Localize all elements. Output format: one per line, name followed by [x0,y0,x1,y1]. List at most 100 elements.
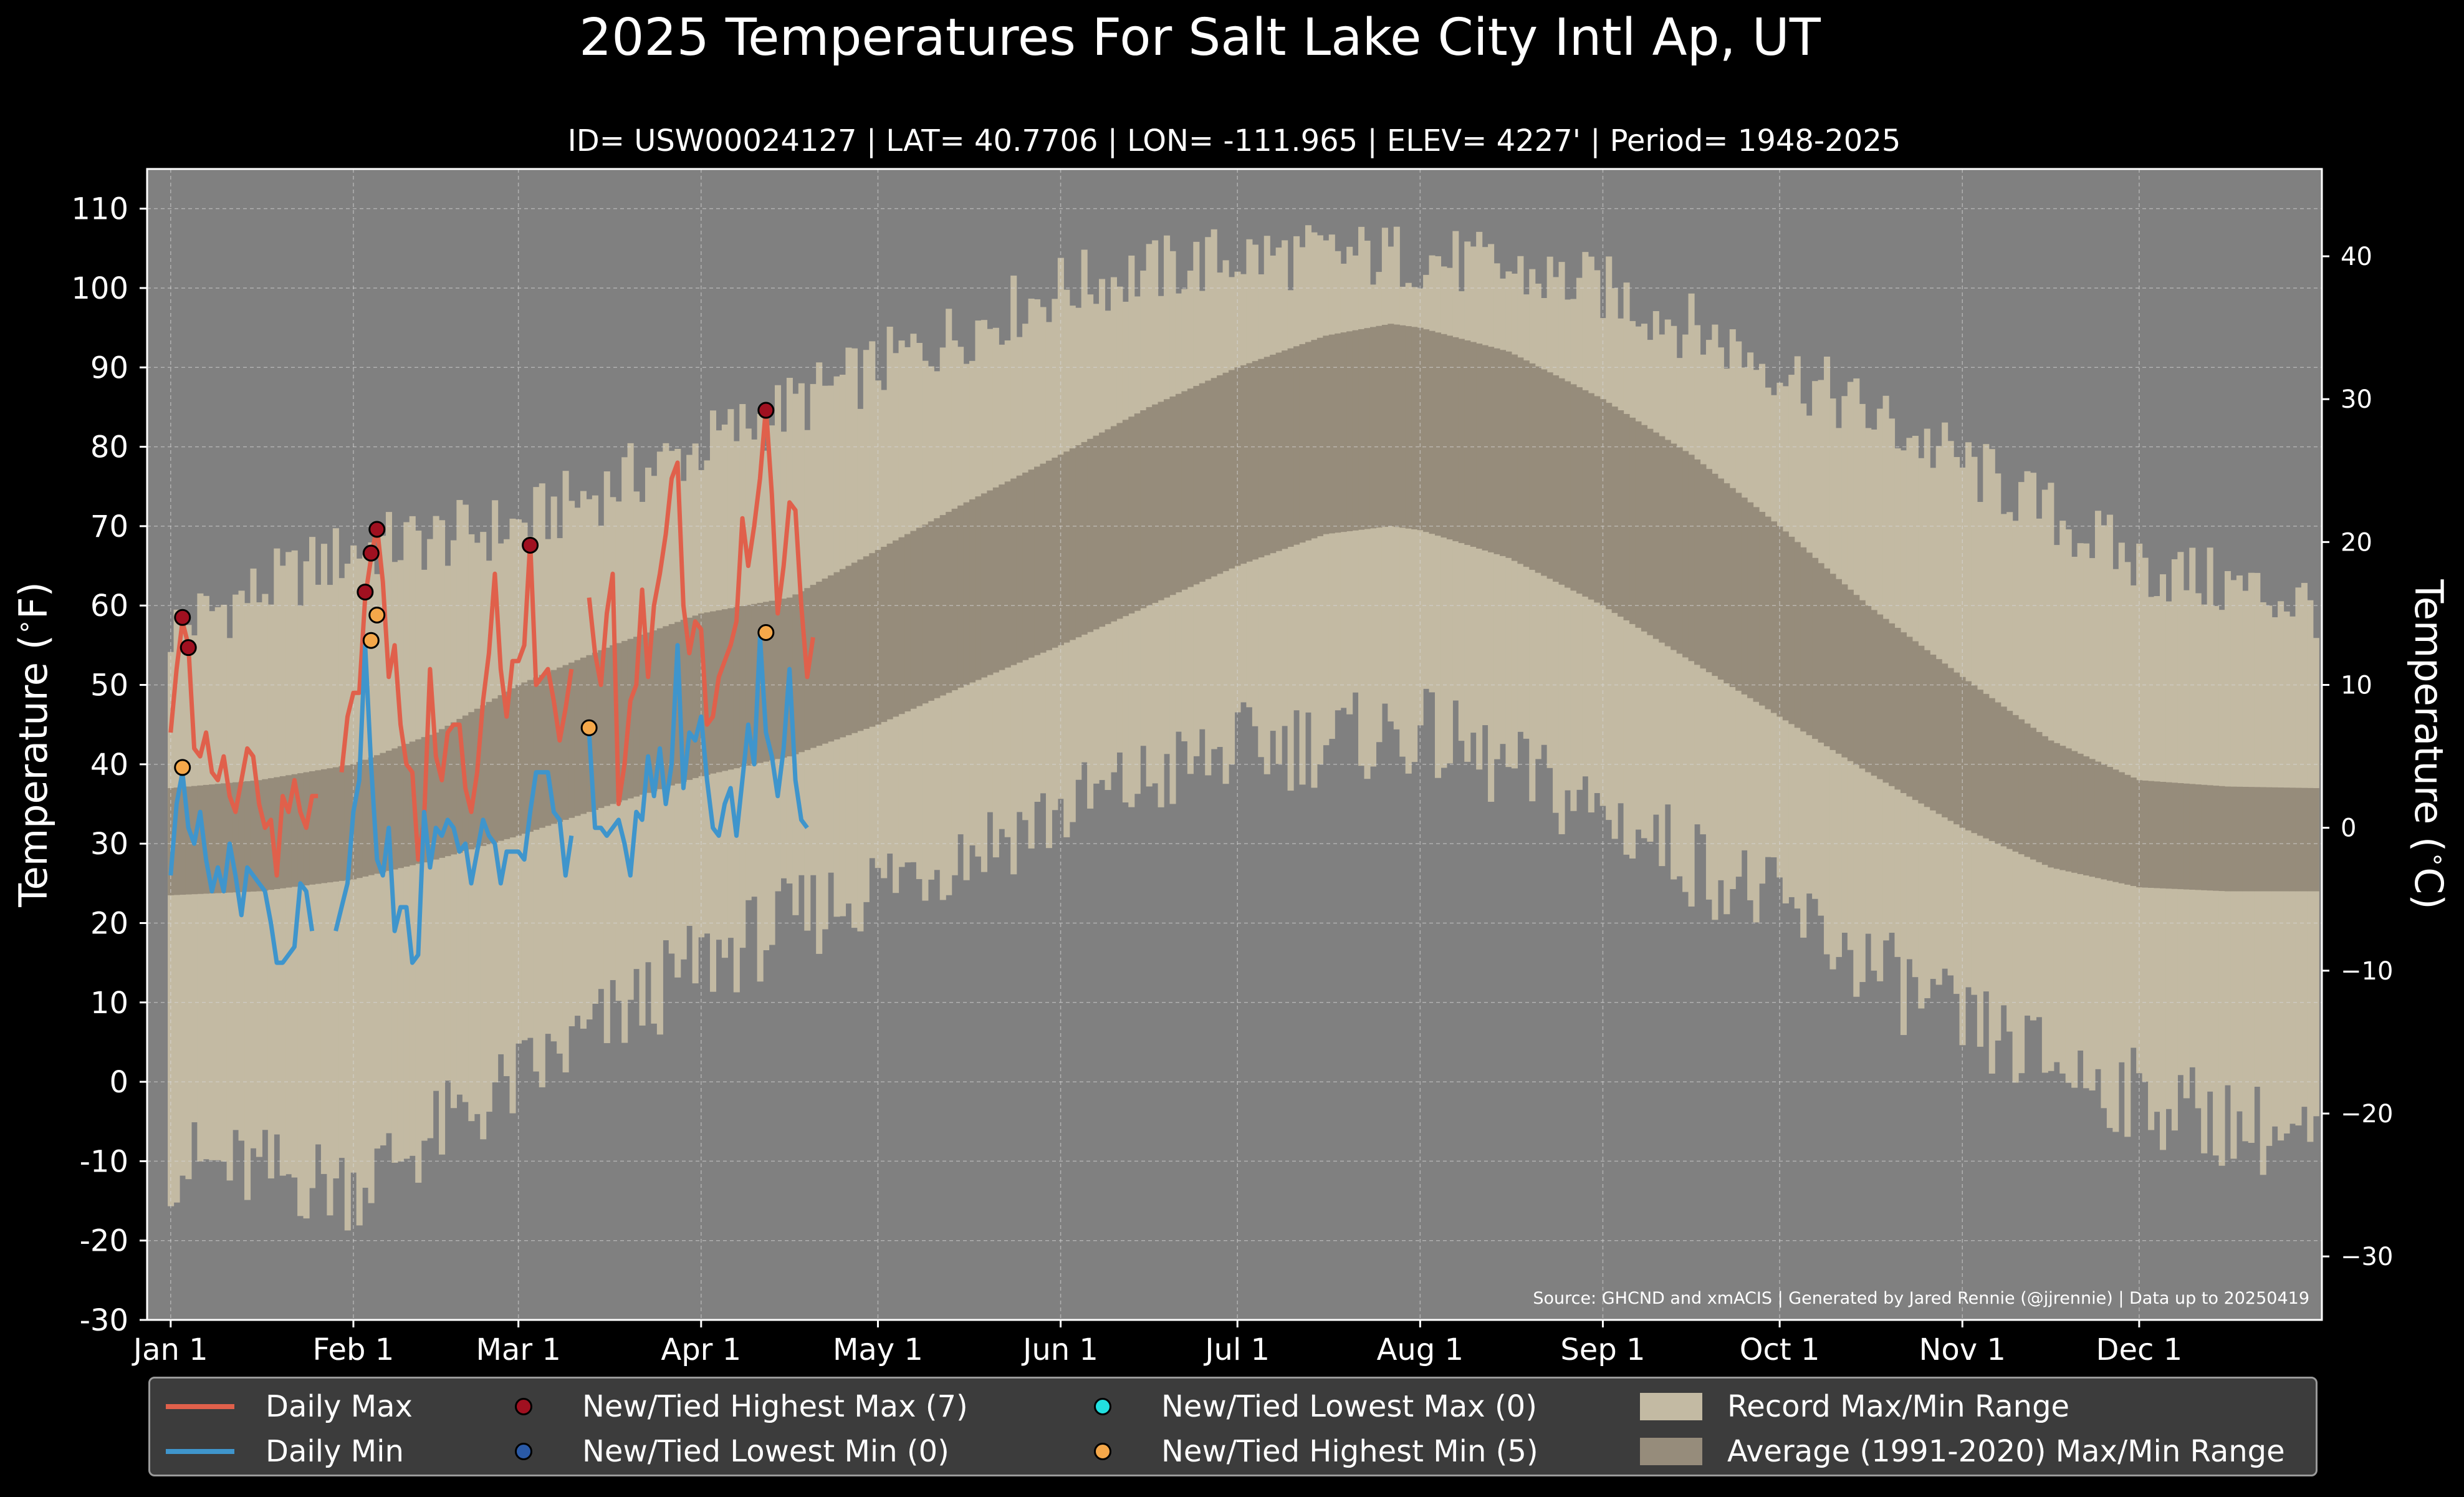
average-range-bar [881,546,888,722]
average-range-bar [2295,787,2302,892]
average-range-bar [1829,574,1836,750]
axis-label-text: C) [2406,867,2452,909]
average-range-bar [2130,777,2137,887]
average-range-bar [999,484,1005,670]
average-range-bar [1482,345,1488,551]
average-range-bar [1452,337,1459,542]
average-range-bar [374,755,381,874]
average-range-bar [197,785,204,894]
average-range-bar [1570,384,1577,591]
average-range-bar [2283,787,2290,892]
average-range-bar [2271,787,2278,892]
average-range-bar [1316,337,1323,537]
average-range-bar [397,746,404,869]
average-range-bar [1947,668,1954,821]
y-axis-label-right: Temperature (∘C) [2406,579,2452,909]
y-tick-label-right: −20 [2341,1100,2393,1129]
average-range-bar [1346,331,1353,531]
average-range-bar [2142,780,2149,888]
average-range-bar [2053,743,2060,869]
average-range-bar [279,776,286,888]
legend-item-average-range: Average (1991-2020) Max/Min Range [1640,1430,2285,1473]
record-marker-highest-min [174,759,191,776]
average-range-bar [185,786,192,895]
average-range-bar [1229,370,1235,569]
record-marker-highest-max [522,536,539,554]
average-range-bar [1835,579,1842,754]
y-tick-label-right: −10 [2341,957,2393,986]
average-range-bar [509,688,516,838]
average-range-bar [2036,732,2043,862]
average-range-bar [1700,464,1707,669]
average-range-bar [1063,451,1070,643]
record-range-bar [327,585,333,1216]
average-range-bar [1022,472,1029,660]
average-range-bar [1776,526,1783,717]
average-range-bar [1205,380,1212,579]
average-range-bar [721,609,728,771]
average-range-bar [2213,786,2220,891]
average-range-bar [898,537,905,715]
average-range-bar [645,632,652,793]
average-range-bar [2000,706,2007,847]
x-tick-label: Aug 1 [1377,1332,1464,1367]
record-range-bar [344,564,351,1231]
x-axis: Jan 1 Feb 1 Mar 1 Apr 1 May 1 Jun 1 Jul 1 Aug 1… [132,1320,2182,1367]
axis-label-text: F) [11,582,56,619]
average-range-bar [2201,784,2208,890]
average-range-bar [1311,340,1318,539]
average-range-bar [1210,378,1217,577]
average-range-bar [922,524,929,704]
average-range-bar [1546,372,1553,579]
chart-title: 2025 Temperatures For Salt Lake City Int… [579,8,1821,67]
average-range-bar [774,599,782,759]
average-range-bar [1093,435,1100,630]
average-range-bar [327,768,333,883]
source-note: Source: GHCND and xmACIS | Generated by … [1533,1289,2309,1308]
average-range-bar [598,650,605,808]
x-tick-label: May 1 [833,1332,923,1367]
average-range-bar [757,602,764,763]
average-range-bar [1499,350,1507,556]
average-range-bar [450,722,458,855]
legend-item-lowest-max: New/Tied Lowest Max (0) [1094,1385,1537,1428]
average-range-bar [2112,769,2119,882]
average-range-bar [987,490,994,675]
average-range-bar [1529,363,1536,570]
average-range-bar [1352,330,1359,531]
average-range-bar [1388,324,1394,526]
legend-swatch-lowest-max [1094,1398,1111,1415]
average-range-bar [1753,507,1760,702]
average-range-bar [2148,781,2155,888]
y-tick-label-right: 30 [2341,385,2372,414]
average-range-bar [1364,328,1371,529]
average-range-bar [833,572,840,739]
y-tick-label-left: 60 [90,589,128,623]
average-range-bar [1405,326,1412,529]
average-range-bar [2266,787,2273,892]
daily-min-line [333,643,574,965]
legend-label-average-range: Average (1991-2020) Max/Min Range [1727,1434,2285,1469]
average-range-bar [1788,536,1795,724]
average-range-bar [1918,645,1925,804]
record-range-bar [168,652,175,1206]
average-range-bar [1187,388,1194,587]
average-range-bar [639,634,646,795]
average-range-bar [415,739,422,864]
average-range-bar [2224,786,2232,892]
average-range-bar [1877,614,1884,779]
average-range-bar [315,770,322,884]
record-marker-highest-min [580,719,598,736]
average-range-bar [1747,502,1754,698]
average-range-bar [2177,783,2184,890]
average-range-bar [1222,372,1229,572]
average-range-bar [610,645,616,804]
average-range-bar [1158,402,1164,600]
average-range-bar [1841,584,1848,758]
average-range-bar [1588,393,1594,600]
average-range-bar [916,527,923,706]
legend-item-highest-min: New/Tied Highest Min (5) [1094,1430,1538,1473]
average-range-bar [1164,399,1171,598]
average-range-bar [562,665,569,820]
average-range-bar [886,543,893,720]
